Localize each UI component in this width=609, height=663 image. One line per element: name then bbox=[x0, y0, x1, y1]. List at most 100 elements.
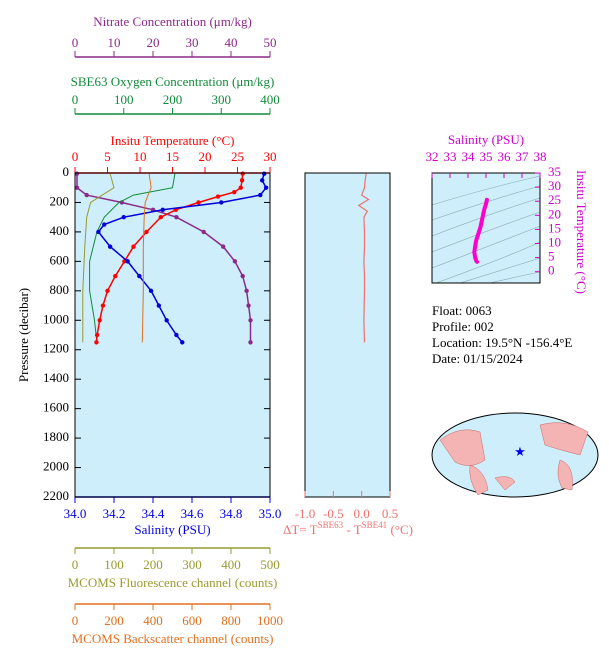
x-tick-label: 34.4 bbox=[142, 506, 165, 521]
profile-point bbox=[232, 259, 238, 264]
profile-point bbox=[100, 303, 106, 308]
x-tick-label: 10 bbox=[108, 35, 121, 50]
x-tick-label: 15 bbox=[166, 149, 179, 164]
x-tick-label: 0.5 bbox=[382, 506, 398, 521]
profile-point bbox=[221, 244, 226, 249]
profile-point bbox=[219, 200, 224, 205]
profile-line bbox=[76, 173, 252, 343]
ts-curve bbox=[472, 197, 489, 264]
map-land bbox=[557, 459, 573, 491]
profile-point bbox=[105, 288, 110, 294]
x-tick-label: 32 bbox=[426, 149, 439, 164]
x-tick-label: 40 bbox=[225, 35, 238, 50]
y-tick-label: 15 bbox=[548, 220, 561, 235]
profile-point bbox=[261, 171, 267, 176]
profile-point bbox=[263, 185, 269, 190]
x-tick-label: 100 bbox=[114, 92, 134, 107]
profile-point bbox=[131, 244, 136, 249]
x-tick-label: 500 bbox=[260, 557, 280, 572]
float-info: Location: 19.5°N -156.4°E bbox=[432, 335, 572, 350]
profile-point bbox=[164, 318, 169, 323]
profile-point bbox=[113, 273, 118, 279]
x-tick-label: 34 bbox=[462, 149, 476, 164]
profile-point bbox=[148, 288, 154, 294]
x-tick-label: 200 bbox=[163, 92, 183, 107]
profile-point bbox=[158, 214, 163, 220]
x-tick-label: 400 bbox=[260, 92, 280, 107]
plot-background bbox=[304, 172, 391, 498]
x-axis-title: ΔT= TSBE63 - TSBE41 (°C) bbox=[283, 520, 413, 537]
x-tick-label: 300 bbox=[182, 557, 202, 572]
x-axis-title-part: (°C) bbox=[387, 522, 413, 537]
profile-point bbox=[240, 273, 245, 279]
profile-point bbox=[201, 229, 206, 235]
profile-point bbox=[74, 185, 80, 190]
profile-point bbox=[240, 171, 245, 176]
x-tick-label: 30 bbox=[186, 35, 199, 50]
profile-point bbox=[137, 273, 142, 279]
profile-point bbox=[107, 244, 113, 249]
world-map: ★ bbox=[431, 412, 599, 498]
float-location-star: ★ bbox=[514, 444, 526, 459]
x-axis-title-part: SBE41 bbox=[362, 520, 388, 530]
y-tick-label: 600 bbox=[50, 252, 70, 267]
x-tick-label: 0.0 bbox=[354, 506, 370, 521]
y-tick-label: 1600 bbox=[43, 400, 69, 415]
y-tick-label: 0 bbox=[63, 164, 70, 179]
x-tick-label: 400 bbox=[221, 557, 241, 572]
y-tick-label: 800 bbox=[50, 282, 70, 297]
x-tick-label: 200 bbox=[143, 557, 163, 572]
x-tick-label: 50 bbox=[264, 35, 277, 50]
x-tick-label: -1.0 bbox=[295, 506, 316, 521]
x-tick-label: 0 bbox=[72, 557, 79, 572]
profile-point bbox=[196, 200, 201, 205]
y-tick-label: 35 bbox=[548, 164, 561, 179]
y-tick-label: 1400 bbox=[43, 370, 69, 385]
y-tick-label: 400 bbox=[50, 223, 70, 238]
float-info: Float: 0063 bbox=[432, 303, 492, 318]
profile-point bbox=[156, 303, 162, 308]
x-tick-label: 0 bbox=[72, 35, 79, 50]
x-tick-label: 20 bbox=[199, 149, 212, 164]
x-tick-label: 38 bbox=[534, 149, 547, 164]
profile-point bbox=[180, 340, 185, 345]
map-land bbox=[439, 429, 486, 466]
float-info: Profile: 002 bbox=[432, 319, 494, 334]
profile-line bbox=[141, 173, 152, 343]
x-tick-label: 36 bbox=[498, 149, 512, 164]
x-tick-label: 34.0 bbox=[64, 506, 87, 521]
profile-point bbox=[94, 340, 99, 345]
x-tick-label: 34.6 bbox=[181, 506, 204, 521]
profile-point bbox=[96, 229, 101, 235]
profile-point bbox=[258, 192, 263, 198]
profile-point bbox=[244, 288, 249, 294]
x-tick-label: 35.0 bbox=[259, 506, 282, 521]
profile-point bbox=[260, 178, 265, 183]
x-tick-label: 34.8 bbox=[220, 506, 243, 521]
axis-title: SBE63 Oxygen Concentration (μm/kg) bbox=[71, 74, 275, 89]
map-land bbox=[539, 422, 589, 456]
plot-frame bbox=[74, 172, 271, 498]
x-axis-title-part: SBE63 bbox=[318, 520, 344, 530]
map-land bbox=[494, 476, 516, 491]
y-tick-label: 1000 bbox=[43, 311, 69, 326]
axis-title: Nitrate Concentration (μm/kg) bbox=[93, 14, 252, 29]
y-tick-label: 30 bbox=[548, 178, 561, 193]
profile-point bbox=[94, 332, 100, 338]
profile-point bbox=[232, 189, 237, 195]
profile-point bbox=[248, 318, 253, 323]
axis-title: Salinity (PSU) bbox=[134, 522, 210, 537]
y-axis-title: Pressure (decibar) bbox=[16, 288, 31, 382]
axis-title: MCOMS Backscatter channel (counts) bbox=[72, 631, 274, 646]
profile-point bbox=[174, 214, 179, 220]
x-tick-label: 34.2 bbox=[103, 506, 126, 521]
y-tick-label: 5 bbox=[548, 249, 555, 264]
y-tick-label: 25 bbox=[548, 192, 561, 207]
profile-point bbox=[246, 303, 251, 308]
profile-point bbox=[215, 194, 221, 199]
profile-line bbox=[89, 173, 176, 343]
x-axis-title-part: ΔT= T bbox=[283, 522, 318, 537]
y-tick-label: 0 bbox=[548, 263, 555, 278]
x-tick-label: 800 bbox=[221, 613, 241, 628]
